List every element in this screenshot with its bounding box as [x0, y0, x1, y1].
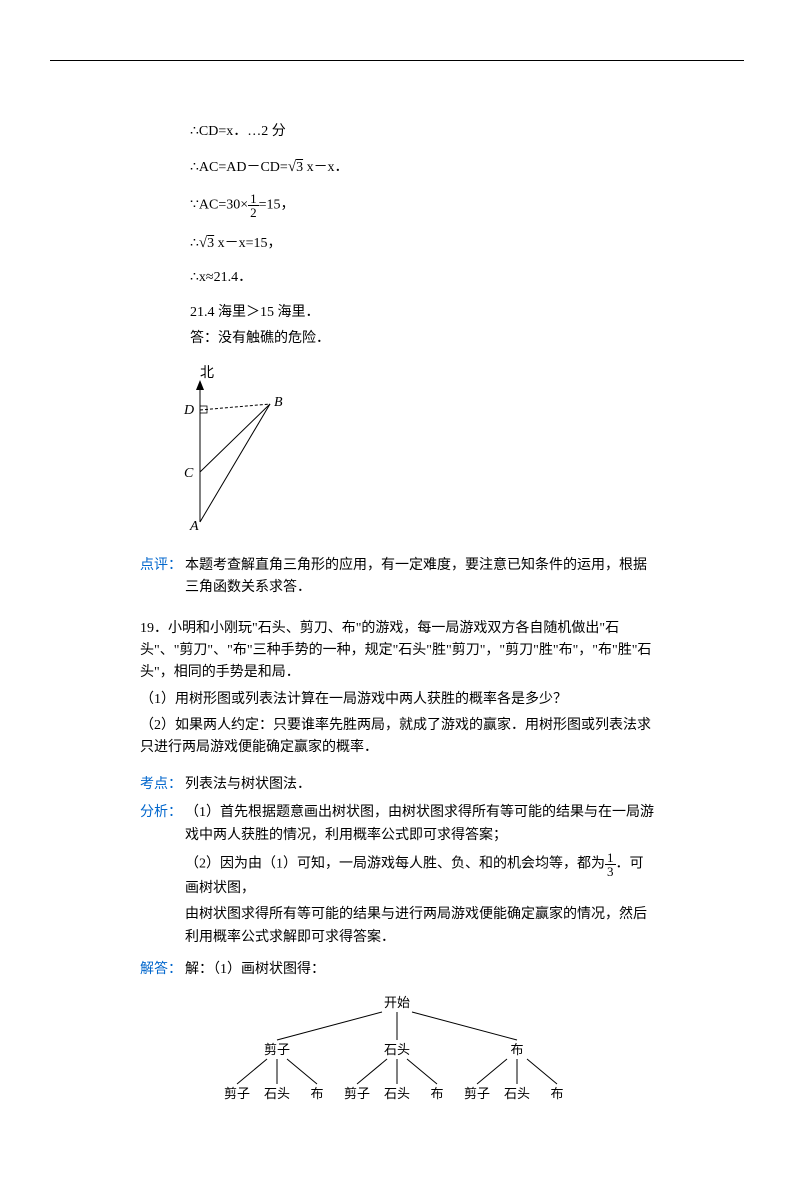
sqrt-icon: √	[288, 159, 296, 175]
frac-num: 1	[248, 192, 259, 206]
kaodian-label: 考点：	[140, 774, 185, 796]
fenxi-p2-pre: （2）因为由（1）可知，一局游戏每人胜、负、和的机会均等，都为	[185, 857, 605, 872]
s1-l2-sqrt: 3	[296, 160, 303, 175]
tree-l2-2: 布	[310, 1086, 323, 1101]
kaodian-section: 考点： 列表法与树状图法．	[140, 774, 654, 796]
frac-den: 3	[605, 865, 616, 878]
tree-root: 开始	[384, 995, 410, 1010]
solution-line-1: ∴CD=x．…2 分	[190, 121, 654, 143]
label-b: B	[274, 395, 283, 410]
tree-diagram: 开始 剪子 石头 布 剪子 石头 布 剪子 石头 布 剪子 石头 布	[197, 992, 597, 1120]
solution-line-4: ∴√3 x－x=15，	[190, 231, 654, 255]
question-19: 19．小明和小刚玩"石头、剪刀、布"的游戏，每一局游戏双方各自随机做出"石头"、…	[140, 618, 654, 760]
tree-l2-4: 石头	[384, 1086, 410, 1101]
frac-num: 1	[605, 851, 616, 865]
jieda-section: 解答： 解：（1）画树状图得：	[140, 959, 654, 981]
s1-l3-post: =15，	[259, 198, 295, 213]
tree-l1-2: 布	[510, 1042, 523, 1057]
fenxi-part2: （2）因为由（1）可知，一局游戏每人胜、负、和的机会均等，都为13．可画树状图，	[185, 851, 654, 900]
fenxi-part1: （1）首先根据题意画出树状图，由树状图求得所有等可能的结果与在一局游戏中两人获胜…	[185, 802, 654, 847]
tree-l2-0: 剪子	[224, 1086, 250, 1101]
label-a: A	[189, 519, 199, 532]
q19-part2: （2）如果两人约定：只要谁率先胜两局，就成了游戏的赢家．用树形图或列表法求只进行…	[140, 715, 654, 760]
fraction: 12	[248, 192, 259, 219]
q19-part1: （1）用树形图或列表法计算在一局游戏中两人获胜的概率各是多少？	[140, 689, 654, 711]
dianping-text: 本题考查解直角三角形的应用，有一定难度，要注意已知条件的运用，根据三角函数关系求…	[185, 555, 654, 600]
dianping-label: 点评：	[140, 555, 185, 577]
solution-line-7: 答：没有触礁的危险．	[190, 328, 654, 350]
tree-l2-5: 布	[430, 1086, 443, 1101]
jieda-text: 解：（1）画树状图得：	[185, 959, 654, 981]
tree-l2-6: 剪子	[464, 1086, 490, 1101]
s1-l4-post: x－x=15，	[214, 236, 281, 251]
fenxi-section: 分析： （1）首先根据题意画出树状图，由树状图求得所有等可能的结果与在一局游戏中…	[140, 802, 654, 953]
tree-l1-1: 石头	[384, 1042, 410, 1057]
label-c: C	[184, 466, 194, 481]
tree-l2-3: 剪子	[344, 1086, 370, 1101]
s1-l2-post: x－x．	[303, 160, 349, 175]
q19-intro: 19．小明和小刚玩"石头、剪刀、布"的游戏，每一局游戏双方各自随机做出"石头"、…	[140, 618, 654, 685]
s1-l4-pre: ∴	[190, 236, 199, 251]
jieda-label: 解答：	[140, 959, 185, 981]
fenxi-label: 分析：	[140, 802, 185, 824]
tree-l2-7: 石头	[504, 1086, 530, 1101]
tree-l1-0: 剪子	[264, 1042, 290, 1057]
solution-line-2: ∴AC=AD－CD=√3 x－x．	[190, 155, 654, 179]
s1-l2-pre: ∴AC=AD－CD=	[190, 160, 288, 175]
fraction: 13	[605, 851, 616, 878]
frac-den: 2	[248, 206, 259, 219]
fenxi-part2b: 由树状图求得所有等可能的结果与进行两局游戏便能确定赢家的情况，然后利用概率公式求…	[185, 904, 654, 949]
geometry-diagram: 北 D B C A	[170, 362, 654, 540]
solution-line-3: ∵AC=30×12=15，	[190, 192, 654, 219]
solution-line-6: 21.4 海里＞15 海里．	[190, 302, 654, 324]
north-label: 北	[200, 365, 214, 381]
kaodian-text: 列表法与树状图法．	[185, 774, 654, 796]
sqrt-icon: √	[199, 235, 207, 251]
tree-l2-1: 石头	[264, 1086, 290, 1101]
s1-l3-pre: ∵AC=30×	[190, 198, 248, 213]
label-d: D	[183, 403, 194, 418]
tree-l2-8: 布	[550, 1086, 563, 1101]
solution-line-5: ∴x≈21.4．	[190, 267, 654, 289]
dianping-section: 点评： 本题考查解直角三角形的应用，有一定难度，要注意已知条件的运用，根据三角函…	[140, 555, 654, 600]
